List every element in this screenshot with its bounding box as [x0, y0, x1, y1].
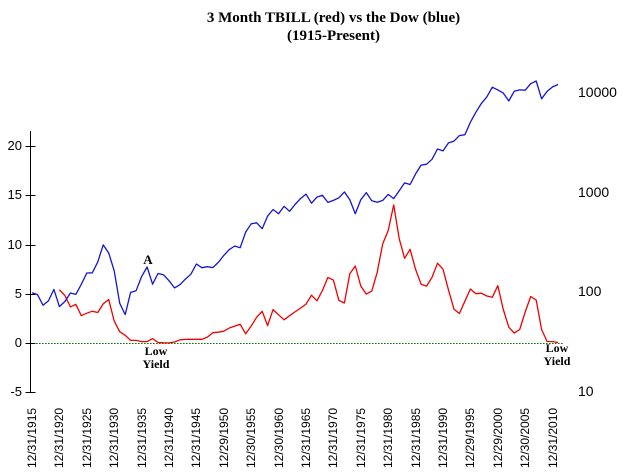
right-axis-label: 10000: [578, 84, 617, 101]
chart-title: 3 Month TBILL (red) vs the Dow (blue) (1…: [30, 9, 637, 45]
x-axis-label: 12/29/2000: [490, 407, 505, 468]
x-axis-label: 12/30/1960: [271, 407, 286, 468]
annotation-low-yield-2010s: Low Yield: [530, 342, 584, 367]
x-axis-label: 12/31/2010: [545, 407, 560, 468]
annotation-low-yield-1930s-line2: Yield: [142, 356, 170, 371]
annotation-low-yield-2010s-line1: Low: [545, 341, 569, 355]
y-axis-label: 15: [7, 187, 22, 203]
x-axis-label: 12/31/1945: [189, 407, 204, 468]
x-axis-label: 12/31/1985: [408, 407, 423, 468]
x-axis-label: 12/31/1975: [353, 407, 368, 468]
x-axis-label: 12/30/1955: [244, 407, 259, 468]
x-axis-label: 12/31/1965: [299, 407, 313, 468]
x-axis-label: 12/31/1990: [436, 407, 450, 468]
y-axis-label: 10: [7, 236, 22, 252]
annotation-low-yield-1930s-line1: Low: [144, 344, 168, 358]
annotation-a: A: [143, 252, 153, 267]
x-axis-label: 12/29/1950: [216, 407, 231, 468]
x-axis-label: 12/31/1940: [162, 407, 176, 468]
x-axis-label: 12/31/1930: [107, 407, 122, 468]
y-axis-label: 0: [14, 335, 22, 350]
y-axis-label: 5: [14, 285, 22, 301]
chart-title-line2: (1915-Present): [286, 28, 381, 44]
x-axis-label: 12/31/1980: [381, 407, 396, 468]
x-axis-label: 12/29/1995: [463, 407, 478, 468]
right-axis-label: 1000: [578, 183, 610, 200]
annotation-low-yield-1930s: Low Yield: [129, 345, 183, 370]
x-axis-label: 12/31/1935: [134, 407, 149, 468]
x-axis-label: 12/30/2005: [518, 407, 533, 468]
annotation-low-yield-2010s-line2: Yield: [543, 353, 571, 368]
x-axis-label: 12/31/1925: [79, 407, 94, 468]
y-axis-label: 20: [7, 138, 22, 154]
series-line-3-month-tbill: [58, 204, 559, 344]
x-axis-label: 12/31/1970: [326, 407, 341, 468]
x-axis-label: 12/31/1915: [25, 407, 39, 468]
right-axis-label: 100: [578, 283, 602, 300]
chart-title-line1: 3 Month TBILL (red) vs the Dow (blue): [206, 10, 461, 26]
y-axis-label: -5: [10, 384, 22, 400]
right-axis-label: 10: [578, 383, 594, 399]
series-line-dow: [31, 80, 559, 316]
x-axis-label: 12/31/1920: [52, 407, 67, 468]
